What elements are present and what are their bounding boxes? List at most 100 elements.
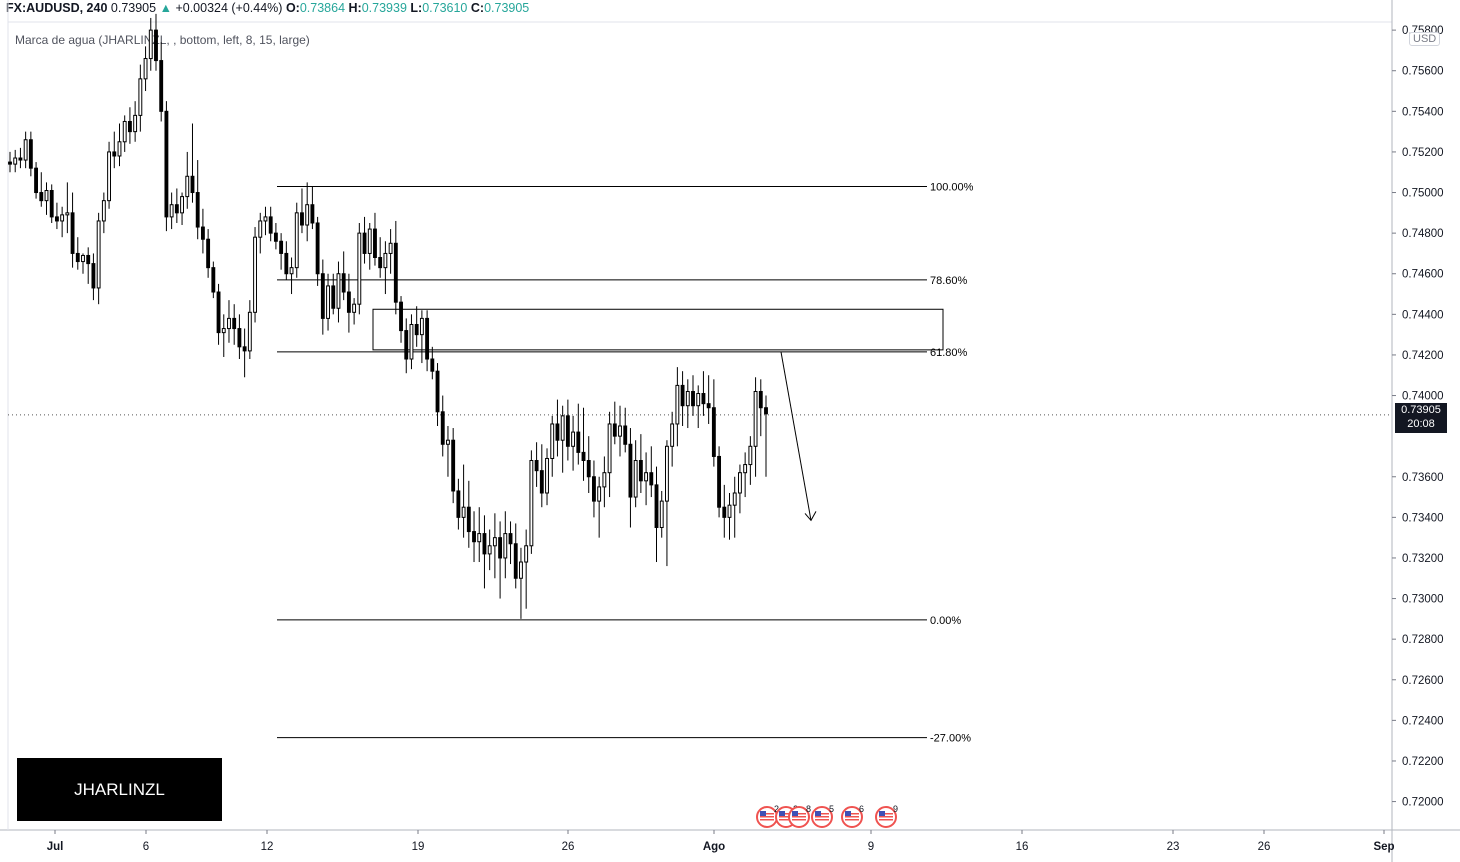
candle-body-up: [357, 232, 362, 305]
bar-countdown: 20:08: [1407, 418, 1435, 430]
x-tick-label: Jul: [47, 841, 64, 853]
event-count: 9: [893, 804, 898, 814]
close-value: 0.73905: [484, 1, 530, 15]
candle-body-down: [310, 204, 315, 224]
x-tick-label: 26: [562, 841, 575, 853]
candle-body-up: [352, 303, 357, 313]
candle-body-up: [122, 120, 127, 143]
x-tick-label: 19: [412, 841, 425, 853]
watermark-study-legend[interactable]: Marca de agua (JHARLINZL, , bottom, left…: [15, 33, 310, 47]
up-arrow-icon: ▲: [159, 1, 172, 15]
candle-body-up: [336, 273, 341, 309]
flag-stripe: [815, 813, 829, 815]
candle-body-up: [571, 431, 576, 447]
flag-stripe: [760, 816, 774, 818]
x-tick-label: Sep: [1373, 841, 1394, 853]
candle-body-up: [221, 328, 226, 334]
economic-event-badge[interactable]: 2: [756, 804, 779, 828]
candle-body-down: [200, 226, 205, 240]
candle-body-up: [503, 533, 508, 559]
candle-body-down: [268, 216, 273, 234]
candle-body-up: [727, 504, 732, 518]
candle-body-up: [670, 423, 675, 447]
candle-body-down: [237, 328, 242, 348]
candle-body-up: [96, 220, 101, 289]
flag-stripe: [879, 813, 893, 815]
flag-stripe: [792, 813, 806, 815]
high-label: H:: [348, 1, 362, 15]
candle-body-up: [618, 425, 622, 437]
candle-body-up: [253, 236, 257, 313]
x-tick-label: 9: [868, 841, 874, 853]
economic-event-badge[interactable]: 5: [811, 804, 834, 828]
candle-body-up: [388, 242, 393, 254]
candle-body-down: [159, 60, 164, 112]
candle-body-down: [691, 390, 695, 407]
candle-body-down: [190, 175, 195, 194]
candle-body-up: [44, 190, 49, 202]
x-tick-label: 23: [1167, 841, 1180, 853]
candle-body-down: [127, 120, 132, 133]
candle-body-up: [685, 390, 690, 407]
y-tick-label: 0.73400: [1402, 512, 1444, 524]
candle-body-down: [722, 506, 727, 518]
candle-body-up: [519, 561, 523, 579]
fib-level-label: 61.80%: [930, 347, 968, 359]
candle-body-down: [586, 460, 591, 478]
candle-body-down: [174, 204, 179, 214]
candle-body-down: [539, 470, 544, 494]
y-tick-label: 0.74400: [1402, 309, 1444, 321]
flag-canton: [760, 811, 766, 816]
flag-stripe: [792, 819, 806, 821]
economic-event-badge[interactable]: 6: [841, 804, 864, 828]
y-tick-label: 0.72200: [1402, 756, 1444, 768]
candle-body-up: [101, 200, 106, 222]
candle-body-down: [284, 252, 289, 275]
watermark-box: JHARLINZL: [17, 758, 222, 821]
candle-body-down: [300, 212, 304, 226]
candle-body-down: [404, 330, 409, 360]
low-label: L:: [410, 1, 423, 15]
symbol-name[interactable]: FX:AUDUSD, 240: [6, 1, 108, 15]
high-value: 0.73939: [361, 1, 407, 15]
candle-body-down: [680, 384, 685, 407]
candle-body-down: [638, 460, 643, 482]
watermark-text: JHARLINZL: [74, 779, 165, 799]
resistance-zone: [372, 308, 944, 351]
candle-body-down: [279, 240, 284, 254]
economic-event-badge[interactable]: 8: [788, 804, 811, 828]
candle-body-up: [367, 228, 372, 254]
flag-canton: [845, 811, 851, 816]
candle-body-down: [711, 407, 716, 457]
candle-body-up: [289, 267, 294, 275]
flag-canton: [815, 811, 821, 816]
current-price-value: 0.73905: [1401, 404, 1441, 416]
open-value: 0.73864: [299, 1, 346, 15]
fib-level-label: 78.60%: [930, 275, 968, 287]
candle-body-down: [764, 407, 768, 415]
candle-body-down: [8, 161, 12, 165]
flag-stripe: [879, 819, 893, 821]
flag-stripe: [845, 819, 859, 821]
candle-body-down: [466, 506, 471, 533]
y-tick-label: 0.74600: [1402, 269, 1444, 281]
candle-body-down: [592, 476, 596, 502]
candle-body-down: [576, 431, 581, 453]
candle-body-down: [28, 139, 33, 169]
flag-stripe: [815, 816, 829, 818]
candle-body-down: [331, 285, 336, 309]
close-label: C:: [470, 1, 485, 15]
currency-label[interactable]: USD: [1409, 32, 1441, 46]
candle-body-down: [472, 531, 476, 543]
candle-body-up: [409, 323, 414, 360]
flag-stripe: [760, 813, 774, 815]
candle-body-up: [13, 157, 18, 165]
candle-body-up: [675, 384, 680, 425]
open-label: O:: [285, 1, 300, 15]
economic-event-badge[interactable]: 9: [875, 804, 898, 828]
projection-arrow-line: [780, 351, 812, 521]
candle-body-up: [180, 196, 184, 214]
candle-body-up: [138, 78, 143, 116]
candle-body-up: [644, 472, 649, 482]
